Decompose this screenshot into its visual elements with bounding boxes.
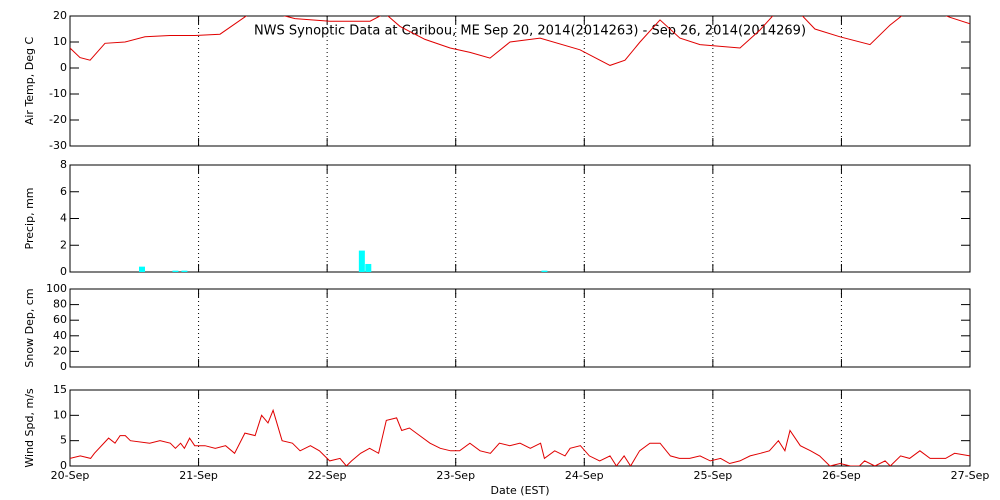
y-tick-label: 4 <box>60 212 67 225</box>
y-tick-label: 0 <box>60 61 67 74</box>
y-tick-label: 6 <box>60 185 67 198</box>
y-tick-label: 20 <box>53 344 67 357</box>
plot-frame <box>69 15 971 147</box>
y-tick-label: 80 <box>53 298 67 311</box>
y-tick-label: 10 <box>53 35 67 48</box>
y-tick-label: -10 <box>49 87 67 100</box>
y-tick-label: -20 <box>49 113 67 126</box>
y-tick-label: -30 <box>49 139 67 152</box>
bar <box>172 270 179 272</box>
plot-frame <box>69 389 971 467</box>
y-tick-label: 0 <box>60 360 67 373</box>
x-tick-label: 21-Sep <box>179 469 218 482</box>
y-axis-label: Wind Spd, m/s <box>23 388 36 468</box>
y-tick-label: 8 <box>60 158 67 171</box>
chart-title: NWS Synoptic Data at Caribou, ME Sep 20,… <box>254 24 806 39</box>
x-tick-label: 25-Sep <box>694 469 733 482</box>
x-tick-label: 24-Sep <box>565 469 604 482</box>
y-axis-label: Snow Dep, cm <box>23 288 36 367</box>
plot-frame <box>69 164 971 273</box>
y-tick-label: 60 <box>53 313 67 326</box>
x-tick-label: 26-Sep <box>822 469 861 482</box>
bar <box>139 266 145 272</box>
bar <box>181 270 188 272</box>
x-tick-label: 23-Sep <box>436 469 475 482</box>
y-tick-label: 15 <box>53 383 67 396</box>
data-line <box>70 16 970 66</box>
x-tick-label: 20-Sep <box>51 469 90 482</box>
bar <box>365 263 372 272</box>
x-tick-label: 27-Sep <box>951 469 990 482</box>
x-axis-label: Date (EST) <box>490 484 549 497</box>
y-tick-label: 100 <box>46 282 67 295</box>
x-tick-label: 22-Sep <box>308 469 347 482</box>
y-tick-label: 10 <box>53 408 67 421</box>
y-tick-label: 5 <box>60 434 67 447</box>
bar <box>358 250 365 272</box>
bar <box>541 270 548 272</box>
y-tick-label: 40 <box>53 329 67 342</box>
y-tick-label: 2 <box>60 238 67 251</box>
y-axis-label: Precip, mm <box>23 188 36 250</box>
y-tick-label: 20 <box>53 9 67 22</box>
data-line <box>70 408 970 466</box>
y-tick-label: 0 <box>60 459 67 472</box>
plot-frame <box>69 288 971 368</box>
y-axis-label: Air Temp, Deg C <box>23 37 36 126</box>
y-tick-label: 0 <box>60 265 67 278</box>
